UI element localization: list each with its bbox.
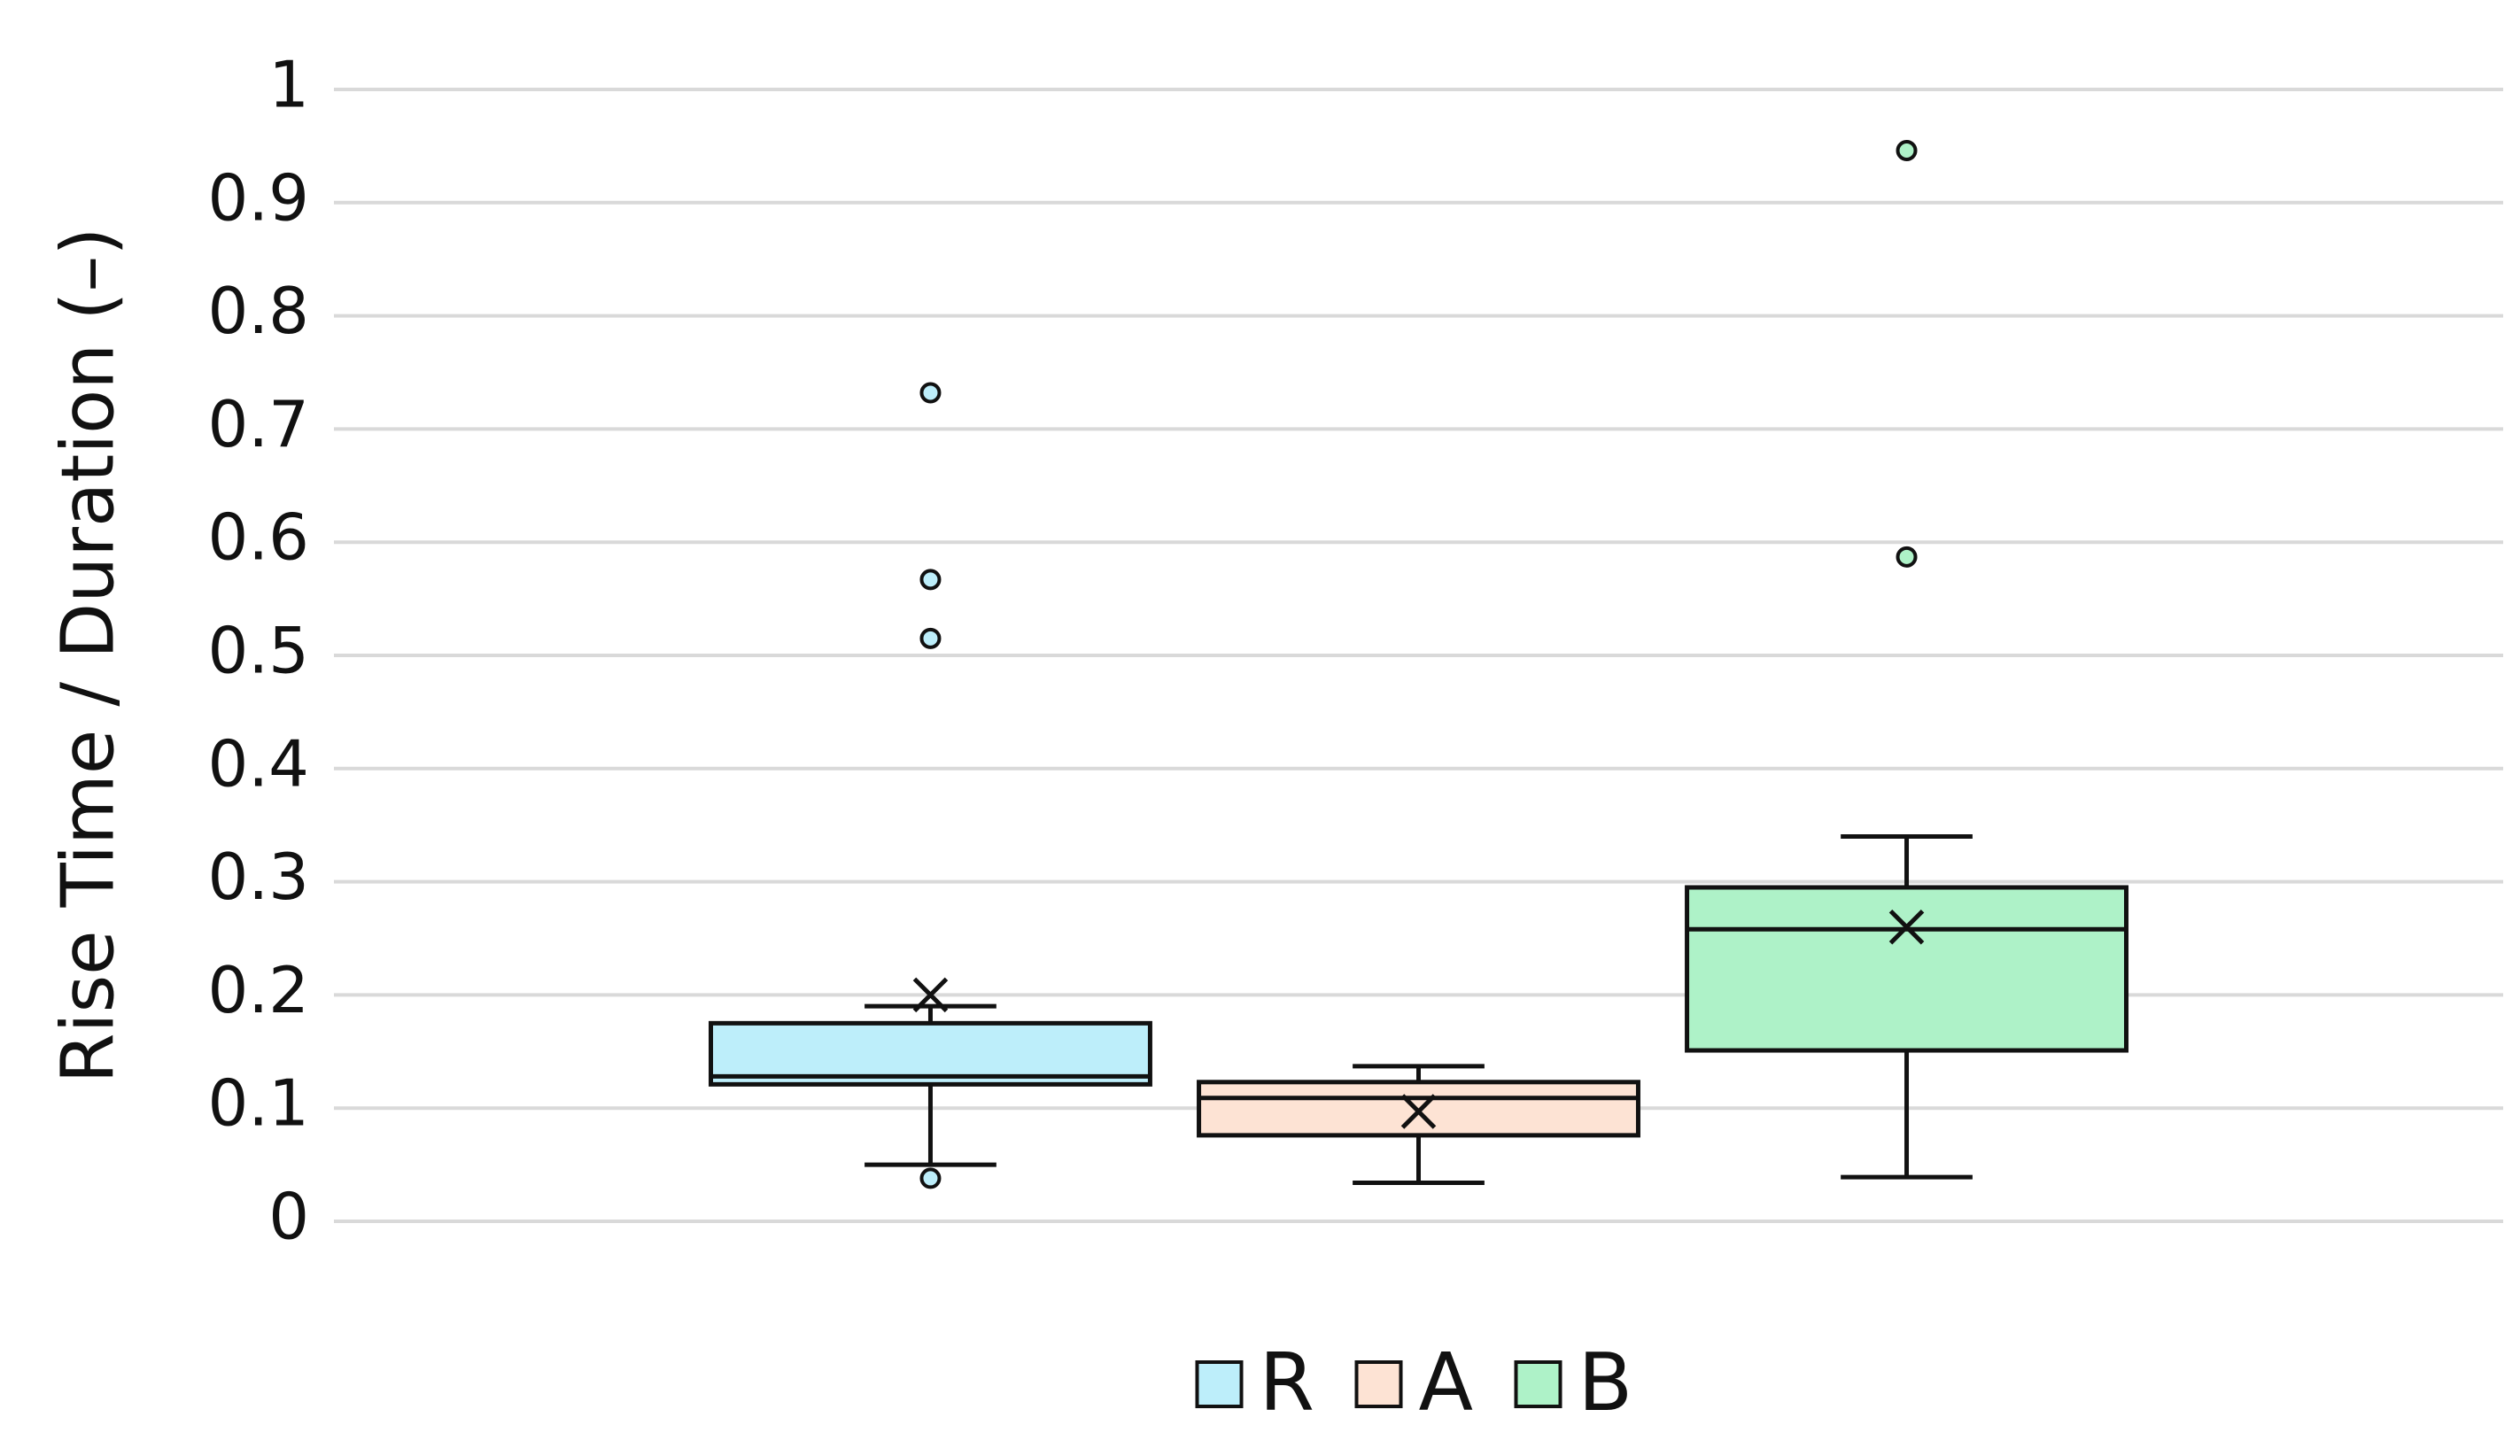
outlier — [919, 569, 942, 591]
y-tick-label: 0.3 — [207, 840, 309, 914]
y-tick-label: 0.9 — [207, 160, 309, 235]
y-tick-label: 0.1 — [207, 1066, 309, 1141]
legend-swatch — [1514, 1360, 1562, 1408]
legend-swatch — [1354, 1360, 1403, 1408]
outlier — [1896, 546, 1918, 568]
y-tick-label: 0.5 — [207, 614, 309, 688]
legend-label: A — [1419, 1336, 1474, 1429]
legend-label: B — [1578, 1336, 1633, 1429]
legend-label: R — [1260, 1336, 1315, 1429]
legend-swatch — [1195, 1360, 1244, 1408]
mean-marker — [912, 977, 949, 1013]
y-tick-label: 0.4 — [207, 726, 309, 801]
mean-marker — [1888, 909, 1925, 945]
y-tick-label: 1 — [268, 48, 309, 122]
box — [1197, 1080, 1640, 1138]
y-tick-label: 0.8 — [207, 274, 309, 348]
outlier — [919, 382, 942, 404]
box — [1685, 885, 2128, 1053]
mean-marker — [1400, 1094, 1437, 1129]
y-axis-title: Rise Time / Duration (–) — [46, 228, 130, 1084]
y-tick-label: 0.7 — [207, 387, 309, 461]
y-tick-label: 0 — [268, 1180, 309, 1254]
y-tick-label: 0.6 — [207, 500, 309, 575]
outlier — [919, 627, 942, 649]
y-tick-label: 0.2 — [207, 953, 309, 1027]
box — [709, 1020, 1152, 1087]
outlier — [919, 1167, 942, 1189]
outlier — [1896, 140, 1918, 162]
